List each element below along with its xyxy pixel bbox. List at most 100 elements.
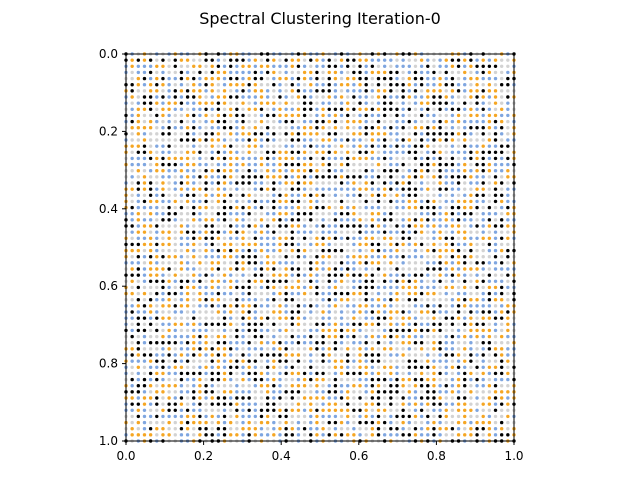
data-point <box>475 76 479 81</box>
data-point <box>216 408 221 412</box>
data-point <box>148 420 153 425</box>
data-point <box>235 224 239 228</box>
data-point <box>173 322 177 326</box>
data-point <box>259 359 264 363</box>
data-point <box>284 199 288 204</box>
data-point <box>358 107 362 111</box>
data-point <box>327 144 331 148</box>
data-point <box>302 181 307 185</box>
data-point <box>142 248 147 253</box>
data-point <box>413 316 418 320</box>
data-point <box>247 371 251 376</box>
data-point <box>419 298 424 302</box>
data-point <box>395 224 399 228</box>
data-point <box>333 390 338 394</box>
data-point <box>148 402 153 406</box>
data-point <box>259 433 264 437</box>
data-point <box>487 156 492 161</box>
data-point <box>259 384 264 388</box>
data-point <box>407 298 411 302</box>
data-point <box>364 310 368 314</box>
data-point <box>376 101 381 105</box>
data-point <box>185 199 190 204</box>
data-point <box>346 402 350 406</box>
data-point <box>259 150 264 154</box>
data-point <box>136 212 141 216</box>
data-point <box>315 156 319 161</box>
data-point <box>475 193 479 197</box>
data-point <box>376 365 381 369</box>
data-point <box>401 150 405 154</box>
data-point <box>426 267 430 271</box>
data-point <box>364 58 368 62</box>
data-point <box>456 298 461 302</box>
data-point <box>155 390 159 394</box>
data-point <box>241 255 245 259</box>
data-point <box>475 433 479 437</box>
data-point <box>185 433 190 437</box>
data-point <box>382 107 387 111</box>
data-point <box>185 285 190 290</box>
data-point <box>216 396 221 400</box>
data-point <box>506 119 510 124</box>
data-point <box>487 371 492 376</box>
data-point <box>352 285 356 290</box>
data-point <box>235 273 239 277</box>
data-point <box>315 310 319 314</box>
data-point <box>167 242 171 247</box>
data-point <box>253 273 258 277</box>
data-point <box>444 205 448 210</box>
data-point <box>358 285 362 290</box>
data-point <box>339 181 344 185</box>
data-point <box>192 298 196 302</box>
data-point <box>210 365 214 369</box>
data-point <box>395 248 399 253</box>
data-point <box>321 212 325 216</box>
data-point <box>376 384 381 388</box>
data-point <box>136 310 141 314</box>
data-point <box>216 255 221 259</box>
data-point <box>222 169 227 173</box>
data-point <box>204 316 208 320</box>
data-point <box>432 83 436 87</box>
data-point <box>198 107 202 111</box>
data-point <box>450 255 455 259</box>
data-point <box>450 279 455 283</box>
data-point <box>216 365 221 369</box>
data-point <box>155 334 159 339</box>
data-point <box>339 218 344 222</box>
data-point <box>339 433 344 437</box>
data-point <box>253 420 258 425</box>
data-point <box>333 144 338 148</box>
data-point <box>339 175 344 179</box>
data-point <box>413 101 418 105</box>
data-point <box>419 181 424 185</box>
data-point <box>432 113 436 118</box>
data-point <box>444 193 448 197</box>
data-point <box>192 95 196 99</box>
data-point <box>493 193 498 197</box>
data-point <box>265 408 270 412</box>
data-point <box>438 261 442 265</box>
data-point <box>185 76 190 81</box>
data-point <box>229 218 233 222</box>
data-point <box>333 298 338 302</box>
data-point <box>290 169 294 173</box>
data-point <box>130 101 134 105</box>
data-point <box>247 267 251 271</box>
data-point <box>506 359 510 363</box>
data-point <box>352 205 356 210</box>
data-point <box>487 113 492 118</box>
data-point <box>222 193 227 197</box>
data-point <box>419 193 424 197</box>
data-point <box>419 414 424 419</box>
data-point <box>321 175 325 179</box>
data-point <box>487 322 492 326</box>
data-point <box>401 113 405 118</box>
data-point <box>253 390 258 394</box>
data-point <box>229 414 233 419</box>
data-point <box>444 248 448 253</box>
data-point <box>450 89 455 93</box>
data-point <box>493 433 498 437</box>
data-point <box>346 427 350 431</box>
